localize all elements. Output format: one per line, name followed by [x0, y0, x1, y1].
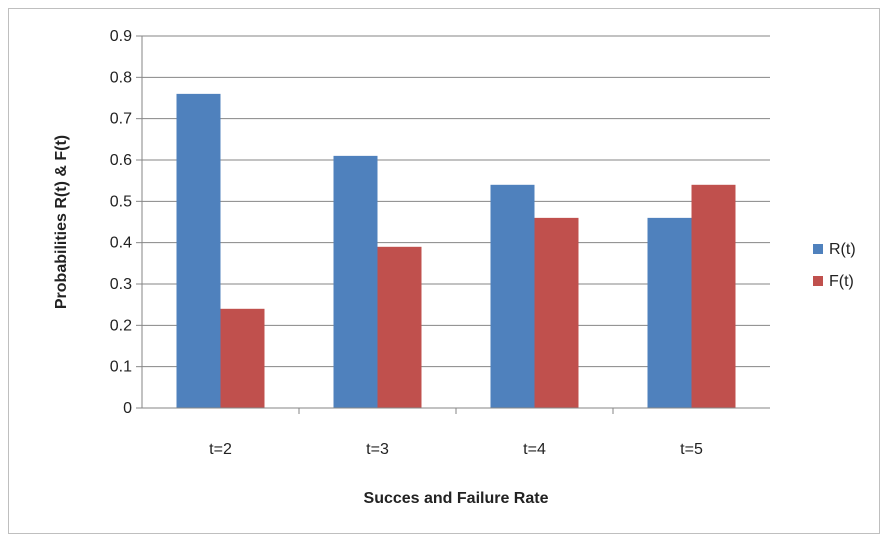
y-tick-label: 0.1	[110, 359, 132, 376]
bar-ft-t3	[377, 246, 422, 408]
bar-ft-t4	[534, 217, 579, 408]
x-axis-title: Succes and Failure Rate	[364, 490, 549, 507]
legend-label: R(t)	[829, 241, 856, 258]
x-tick-label: t=4	[523, 441, 546, 458]
axes	[141, 36, 770, 414]
bar-rt-t3	[333, 155, 378, 408]
bar-rt-t4	[490, 184, 535, 408]
y-tick-label: 0	[123, 400, 132, 417]
legend-label: F(t)	[829, 273, 854, 290]
y-tick-label: 0.5	[110, 193, 132, 210]
y-axis-title: Probabilities R(t) & F(t)	[53, 135, 70, 309]
y-tick-label: 0.7	[110, 111, 132, 128]
x-tick-label: t=2	[209, 441, 232, 458]
bar-ft-t2	[220, 308, 265, 408]
bar-rt-t5	[647, 217, 692, 408]
legend-swatch	[813, 244, 823, 254]
y-tick-label: 0.6	[110, 152, 132, 169]
legend: R(t) F(t)	[813, 241, 856, 290]
y-tick-label: 0.2	[110, 317, 132, 334]
bar-ft-t5	[691, 184, 736, 408]
x-tick-labels: t=2 t=3 t=4 t=5	[209, 441, 703, 458]
y-tick-label: 0.3	[110, 276, 132, 293]
x-tick-label: t=5	[680, 441, 703, 458]
bar-rt-t2	[176, 93, 221, 408]
y-tick-label: 0.8	[110, 69, 132, 86]
x-tick-label: t=3	[366, 441, 389, 458]
y-tick-label: 0.9	[110, 28, 132, 45]
legend-swatch	[813, 276, 823, 286]
y-tick-labels: 0 0.1 0.2 0.3 0.4 0.5 0.6 0.7 0.8 0.9	[110, 28, 132, 417]
y-tick-label: 0.4	[110, 235, 132, 252]
bars	[176, 93, 736, 408]
